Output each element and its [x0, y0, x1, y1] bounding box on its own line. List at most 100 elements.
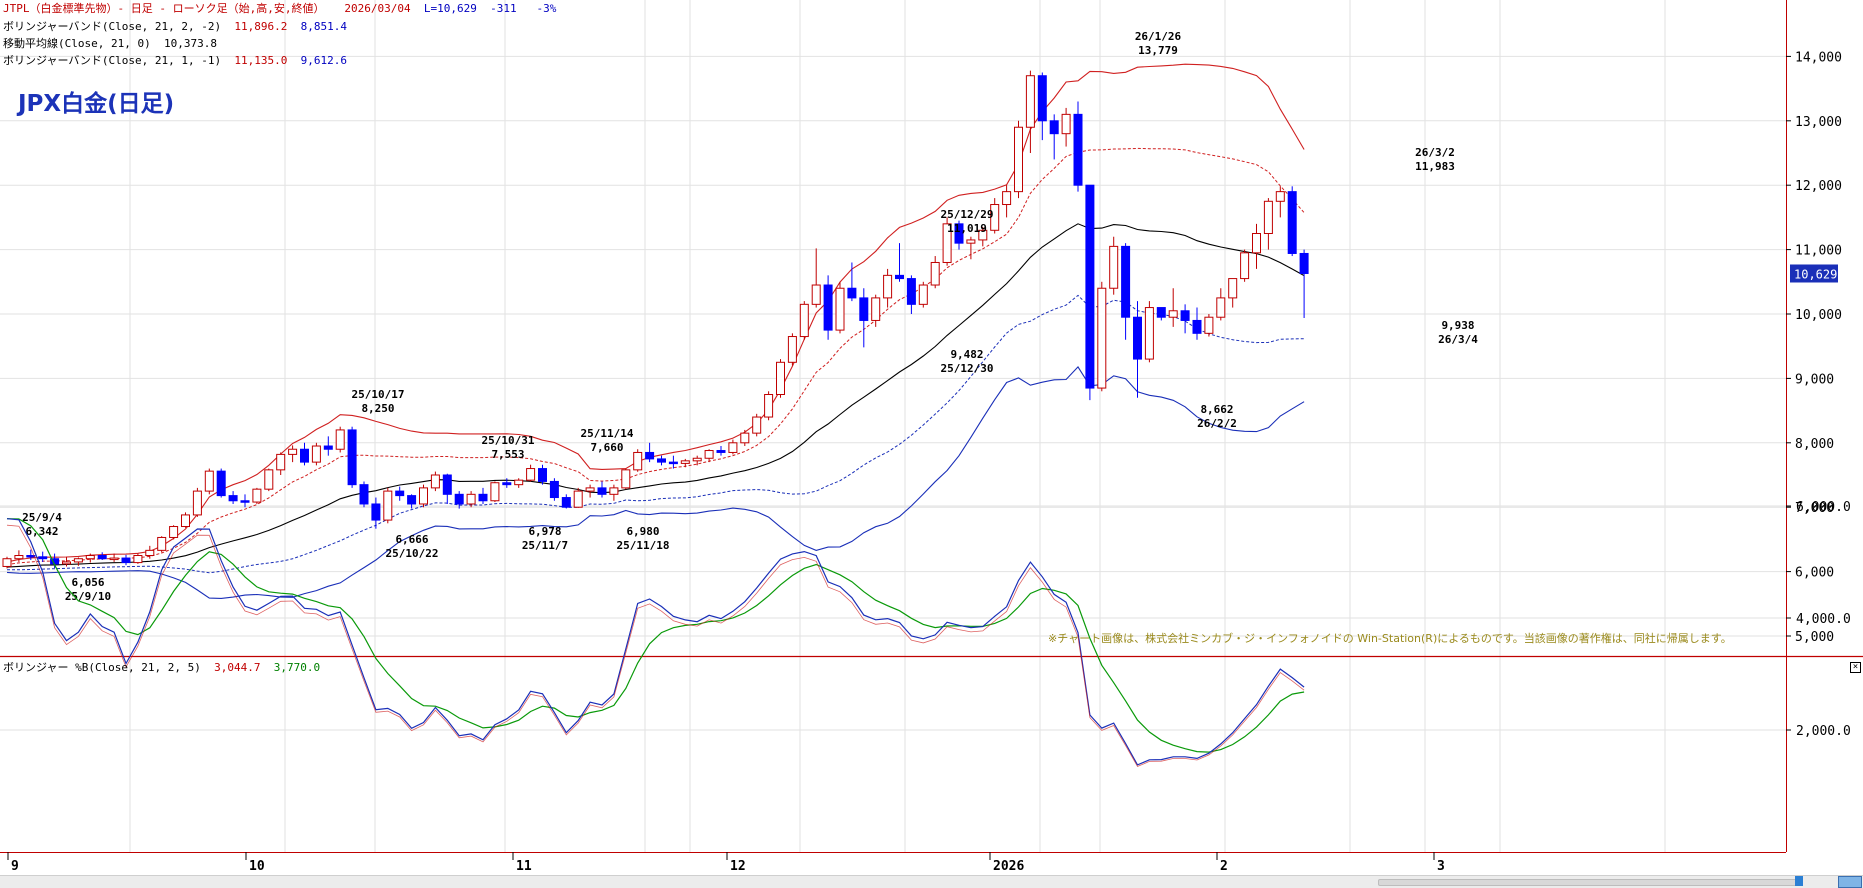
annotation-value: 8,662	[1200, 403, 1233, 416]
pctb-value-1: 3,044.7	[214, 661, 261, 674]
candle-body-up	[145, 549, 155, 557]
candle-body-up	[62, 561, 71, 565]
candle	[895, 243, 904, 282]
candle-body-down	[97, 555, 107, 560]
annotation-date: 25/11/7	[522, 539, 568, 552]
horizontal-scrollbar[interactable]	[0, 875, 1863, 888]
candle-body-down	[597, 487, 607, 495]
candle-body-up	[133, 555, 143, 564]
candle	[359, 481, 369, 508]
candle-body-up	[1252, 233, 1261, 254]
candle-body-up	[430, 474, 440, 489]
candle-body-up	[835, 287, 845, 331]
bollinger-upper-1sigma	[6, 147, 1305, 565]
annotation-date: 25/9/10	[65, 590, 111, 603]
candle-body-up	[466, 493, 476, 505]
pctb-red-line	[6, 524, 1305, 768]
candle-body-up	[787, 336, 797, 363]
pctb-line	[6, 518, 1305, 766]
candle-body-down	[1037, 75, 1047, 122]
candle-body-down	[561, 497, 571, 508]
candle-body-up	[633, 451, 643, 471]
candle	[1133, 301, 1142, 398]
annotation-date: 25/11/14	[581, 427, 634, 440]
candle-body-down	[407, 495, 417, 505]
candle	[323, 436, 333, 456]
candle	[787, 333, 797, 366]
annotation-date: 26/3/4	[1438, 333, 1478, 346]
candle-body-down	[823, 284, 833, 331]
bollinger-1-lower-value: 9,612.6	[300, 54, 347, 67]
candle-body-up	[799, 303, 809, 338]
candle-body-down	[454, 493, 464, 505]
chart-title: JPX白金(日足)	[18, 91, 175, 117]
candle-body-up	[1263, 200, 1273, 235]
candle-body-down	[228, 495, 238, 502]
candle	[776, 359, 785, 398]
candle-body-down	[1180, 310, 1190, 321]
candle-body-up	[1168, 310, 1178, 318]
candle-body-down	[442, 474, 452, 495]
candle-body-up	[490, 482, 500, 502]
candle	[38, 551, 48, 562]
candle	[573, 487, 583, 508]
candle-body-up	[871, 297, 881, 321]
candle-body-up	[918, 284, 928, 305]
candle	[419, 484, 428, 508]
candle-body-up	[204, 470, 214, 492]
candle	[347, 426, 357, 488]
candle	[240, 494, 250, 508]
annotation-date: 25/10/17	[352, 388, 405, 401]
candle	[1168, 288, 1178, 327]
annotation-value: 6,056	[71, 576, 104, 589]
candle-body-up	[1109, 245, 1119, 289]
ma-label: 移動平均線(Close, 21, 0)	[3, 37, 151, 50]
time-tick-label: 11	[516, 859, 532, 874]
candle	[1263, 198, 1273, 250]
candle	[633, 449, 643, 472]
candle	[1156, 307, 1166, 321]
candle	[906, 275, 916, 314]
annotation-value: 11,019	[947, 222, 987, 235]
bollinger-2-lower-value: 8,851.4	[300, 20, 347, 33]
candle	[1061, 107, 1071, 147]
candle-body-up	[764, 394, 774, 418]
candle-body-up	[276, 453, 286, 471]
candle	[1216, 288, 1226, 321]
price-tick-label: 6,000	[1795, 566, 1834, 581]
zoom-control-icon[interactable]	[1838, 876, 1862, 888]
candle	[680, 458, 690, 468]
candle-body-up	[73, 558, 83, 563]
header-line-3: 移動平均線(Close, 21, 0) 10,373.8	[3, 37, 217, 51]
candle	[85, 553, 95, 563]
time-tick-label: 2	[1220, 859, 1228, 874]
bollinger-1-upper-value: 11,135.0	[234, 54, 288, 67]
candle-body-up	[883, 274, 893, 299]
candle	[454, 491, 464, 509]
candle-body-down	[859, 297, 869, 321]
candle	[490, 481, 500, 503]
candle	[181, 512, 190, 528]
candle	[169, 525, 179, 540]
candle-body-up	[14, 555, 24, 560]
candle	[109, 553, 119, 562]
scroll-position-handle[interactable]	[1795, 876, 1803, 886]
candle	[395, 486, 405, 501]
change-readout: -311	[490, 2, 517, 15]
candle	[252, 487, 262, 504]
candle	[311, 442, 321, 466]
scroll-thumb[interactable]	[1378, 879, 1800, 886]
candle	[1144, 301, 1154, 363]
candle	[371, 497, 381, 529]
candle-body-up	[1014, 126, 1023, 193]
candle-body-down	[538, 468, 547, 482]
time-tick-label: 12	[730, 859, 746, 874]
candle-body-up	[680, 460, 690, 464]
candle	[966, 236, 976, 260]
candle	[799, 301, 809, 340]
candle-body-up	[1228, 278, 1238, 299]
last-price-readout: L=10,629	[423, 2, 477, 15]
candle-body-down	[240, 500, 250, 503]
close-icon[interactable]: ×	[1850, 662, 1861, 673]
